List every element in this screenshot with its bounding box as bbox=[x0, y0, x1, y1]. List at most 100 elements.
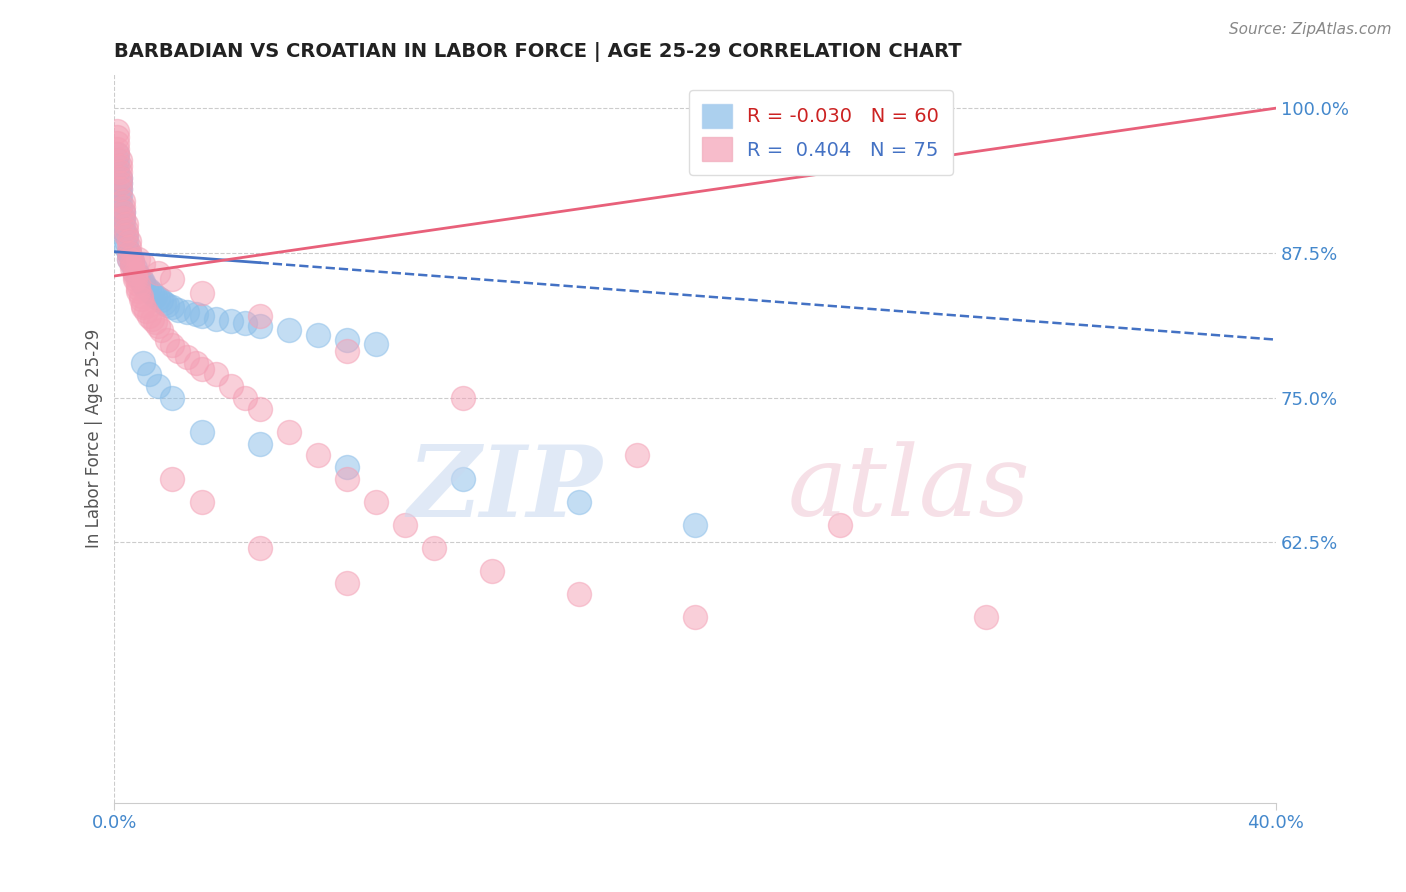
Point bbox=[190, 425, 212, 440]
Point bbox=[138, 310, 160, 324]
Point bbox=[143, 315, 166, 329]
Point bbox=[336, 471, 359, 485]
Point bbox=[121, 254, 143, 268]
Point bbox=[176, 305, 198, 319]
Point bbox=[156, 298, 179, 312]
Point bbox=[129, 292, 152, 306]
Point bbox=[132, 300, 155, 314]
Point bbox=[190, 361, 212, 376]
Point bbox=[105, 153, 128, 168]
Point bbox=[112, 205, 135, 219]
Point bbox=[152, 295, 174, 310]
Point bbox=[124, 272, 146, 286]
Point bbox=[105, 124, 128, 138]
Point bbox=[184, 356, 207, 370]
Point bbox=[115, 217, 138, 231]
Point bbox=[112, 211, 135, 226]
Point bbox=[110, 182, 132, 196]
Point bbox=[974, 610, 997, 624]
Point bbox=[118, 252, 141, 266]
Point bbox=[277, 425, 299, 440]
Point bbox=[423, 541, 446, 555]
Point bbox=[118, 252, 141, 266]
Point bbox=[336, 344, 359, 359]
Text: ZIP: ZIP bbox=[408, 441, 602, 537]
Point bbox=[233, 317, 256, 331]
Point bbox=[568, 587, 591, 601]
Point bbox=[336, 333, 359, 347]
Point bbox=[626, 449, 648, 463]
Point bbox=[105, 130, 128, 145]
Point bbox=[249, 437, 271, 451]
Point bbox=[110, 182, 132, 196]
Point bbox=[121, 254, 143, 268]
Point bbox=[105, 136, 128, 150]
Point bbox=[364, 494, 387, 508]
Point bbox=[143, 288, 166, 302]
Legend: R = -0.030   N = 60, R =  0.404   N = 75: R = -0.030 N = 60, R = 0.404 N = 75 bbox=[689, 90, 953, 175]
Point bbox=[135, 303, 157, 318]
Point bbox=[190, 494, 212, 508]
Point bbox=[149, 293, 172, 308]
Point bbox=[105, 147, 128, 161]
Point bbox=[135, 280, 157, 294]
Point bbox=[481, 564, 503, 578]
Point bbox=[249, 310, 271, 324]
Point bbox=[110, 153, 132, 168]
Y-axis label: In Labor Force | Age 25-29: In Labor Force | Age 25-29 bbox=[86, 328, 103, 548]
Point bbox=[132, 277, 155, 291]
Point bbox=[124, 265, 146, 279]
Point bbox=[112, 211, 135, 226]
Point bbox=[110, 200, 132, 214]
Point bbox=[118, 234, 141, 248]
Point bbox=[146, 318, 169, 333]
Point bbox=[176, 350, 198, 364]
Point bbox=[167, 302, 190, 317]
Point bbox=[118, 245, 141, 260]
Point bbox=[141, 286, 163, 301]
Point bbox=[451, 391, 474, 405]
Point bbox=[105, 165, 128, 179]
Point bbox=[184, 307, 207, 321]
Point bbox=[336, 575, 359, 590]
Point bbox=[110, 177, 132, 191]
Point bbox=[121, 260, 143, 275]
Point bbox=[683, 610, 706, 624]
Point bbox=[127, 252, 149, 266]
Point bbox=[149, 323, 172, 337]
Point bbox=[138, 283, 160, 297]
Point bbox=[129, 272, 152, 286]
Point bbox=[127, 268, 149, 282]
Point bbox=[127, 268, 149, 283]
Point bbox=[146, 379, 169, 393]
Point bbox=[162, 471, 184, 485]
Point bbox=[115, 240, 138, 254]
Point bbox=[146, 291, 169, 305]
Point bbox=[141, 311, 163, 326]
Point bbox=[118, 240, 141, 254]
Point bbox=[219, 379, 242, 393]
Point bbox=[110, 177, 132, 191]
Point bbox=[568, 494, 591, 508]
Point bbox=[121, 257, 143, 271]
Point bbox=[110, 170, 132, 185]
Point bbox=[110, 159, 132, 173]
Point bbox=[127, 284, 149, 298]
Point bbox=[118, 245, 141, 260]
Point bbox=[249, 402, 271, 417]
Point bbox=[336, 459, 359, 474]
Point bbox=[162, 391, 184, 405]
Point bbox=[138, 368, 160, 382]
Point bbox=[112, 194, 135, 208]
Point bbox=[110, 194, 132, 208]
Point bbox=[190, 310, 212, 324]
Point bbox=[112, 200, 135, 214]
Point bbox=[132, 356, 155, 370]
Point bbox=[105, 142, 128, 156]
Point bbox=[105, 159, 128, 173]
Point bbox=[112, 205, 135, 219]
Point bbox=[124, 268, 146, 283]
Point bbox=[124, 265, 146, 279]
Point bbox=[127, 277, 149, 291]
Point bbox=[205, 368, 228, 382]
